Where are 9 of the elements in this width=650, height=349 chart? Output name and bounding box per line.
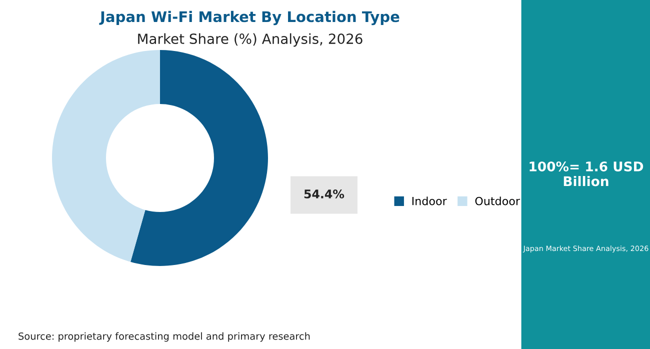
source-note: Source: proprietary forecasting model and primary research <box>18 332 310 342</box>
chart-title: Japan Wi-Fi Market By Location Type <box>99 10 400 26</box>
legend-label: Indoor <box>412 196 447 206</box>
text: 100%= 1.6 USD Billion <box>530 161 644 186</box>
data-label: 54.4% <box>304 189 344 198</box>
donut-slice <box>52 50 160 262</box>
donut-slice <box>130 50 268 266</box>
legend-label: Outdoor <box>475 196 520 206</box>
chart-subtitle: Market Share (%) Analysis, 2026 <box>138 33 362 47</box>
